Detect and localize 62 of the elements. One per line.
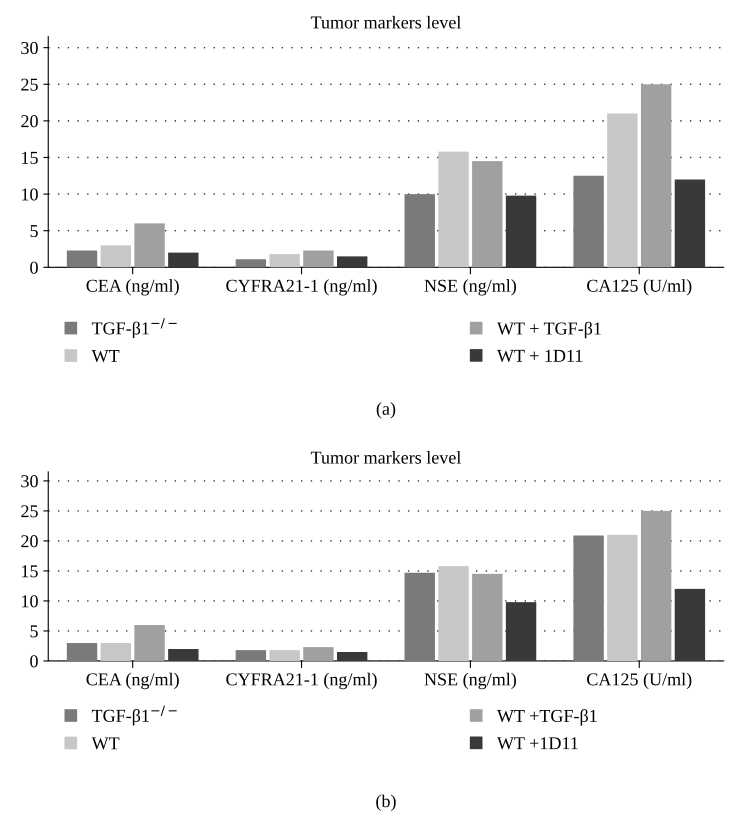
bar	[472, 574, 502, 661]
chart-title: Tumor markers level	[310, 16, 461, 29]
x-tick-label: CA125 (U/ml)	[587, 279, 692, 296]
legend-label: WT +1D11	[496, 737, 578, 750]
y-tick-label: 30	[21, 475, 38, 488]
y-tick-label: 20	[21, 535, 38, 548]
bar	[236, 259, 266, 268]
text: (a)	[376, 402, 396, 419]
bar	[66, 642, 98, 661]
bar	[607, 114, 638, 268]
legend-label: WT + TGF-β1	[496, 322, 601, 338]
bar	[438, 152, 469, 268]
bar	[269, 254, 300, 268]
y-tick-label: 10	[22, 595, 38, 608]
bar	[573, 176, 604, 268]
y-tick-label: 10	[22, 188, 38, 201]
bar	[607, 534, 638, 661]
chart-title: Tumor markers level	[310, 451, 461, 464]
y-tick-label: 5	[30, 225, 38, 238]
bar	[573, 536, 604, 661]
bar	[134, 624, 165, 661]
x-tick-label: CYFRA21-1 (ng/ml)	[226, 279, 377, 296]
bar	[640, 84, 672, 268]
bar	[640, 510, 672, 661]
legend-label: WT + 1D11	[496, 350, 582, 362]
bar	[100, 245, 131, 268]
legend-label: WT	[92, 350, 120, 362]
bar	[303, 250, 334, 268]
bar	[337, 652, 368, 661]
legend-label: TGF-β1$^{−/−}$	[92, 318, 177, 338]
bar	[100, 642, 131, 661]
x-tick-label: NSE (ng/ml)	[424, 672, 516, 690]
y-tick-label: 15	[22, 565, 38, 578]
bar	[303, 647, 334, 661]
legend-label: WT +TGF-β1	[496, 709, 597, 726]
bar	[66, 250, 98, 268]
bar	[438, 566, 469, 661]
bar	[168, 648, 199, 661]
y-tick-label: 30	[21, 42, 38, 54]
legend-label: WT	[92, 737, 120, 750]
bar	[404, 194, 435, 268]
y-tick-label: 20	[21, 115, 38, 128]
y-tick-label: 15	[22, 152, 38, 164]
y-tick-label: 25	[21, 505, 38, 518]
x-tick-label: NSE (ng/ml)	[424, 279, 516, 296]
x-tick-label: CA125 (U/ml)	[587, 672, 692, 690]
bar	[404, 572, 435, 661]
x-tick-label: CEA (ng/ml)	[86, 279, 179, 296]
bar	[269, 650, 300, 661]
bar	[134, 223, 165, 268]
y-tick-label: 5	[30, 625, 38, 638]
y-tick-label: 0	[30, 262, 38, 274]
y-tick-label: 25	[21, 78, 38, 91]
bar	[236, 650, 266, 661]
x-tick-label: CEA (ng/ml)	[86, 672, 179, 690]
bar	[674, 179, 706, 268]
bar	[674, 588, 706, 661]
x-tick-label: CYFRA21-1 (ng/ml)	[226, 672, 377, 690]
legend-label: TGF-β1$^{−/−}$	[92, 706, 177, 726]
y-tick-label: 0	[30, 655, 38, 668]
text: (b)	[376, 794, 396, 811]
bar	[472, 161, 502, 268]
